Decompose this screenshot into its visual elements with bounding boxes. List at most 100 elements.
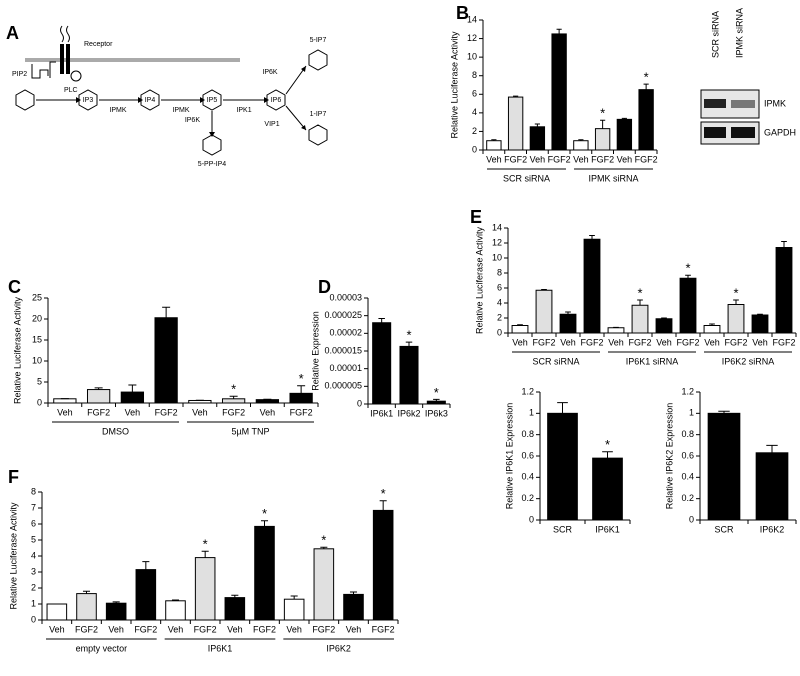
bar <box>486 140 502 151</box>
y-tick-label: 7 <box>31 502 36 512</box>
bar <box>188 399 212 404</box>
y-tick-label: 12 <box>467 33 477 43</box>
y-tick-label: 0 <box>497 327 502 337</box>
error-bar <box>766 444 778 453</box>
error-bar <box>491 139 497 141</box>
x-tick-label: FGF2 <box>134 624 157 634</box>
bar <box>343 593 364 621</box>
group-label: IP6K1 <box>208 643 233 653</box>
x-tick-label: FGF2 <box>222 407 245 417</box>
bar <box>707 412 741 521</box>
error-bar <box>557 402 568 414</box>
significance: * <box>262 506 267 521</box>
y-axis-label: Relative Luciferase Activity <box>449 31 459 139</box>
error-bar <box>781 241 787 248</box>
x-tick-label: FGF2 <box>628 337 651 347</box>
bar <box>255 399 280 404</box>
y-tick-label: 0.2 <box>681 493 694 503</box>
y-tick-label: 10 <box>467 52 477 62</box>
label: IP6K <box>185 117 201 124</box>
bar <box>755 452 789 521</box>
bar <box>224 597 246 621</box>
error-bar <box>517 324 523 326</box>
significance: * <box>299 371 304 386</box>
y-tick-label: 6 <box>497 282 502 292</box>
error-bar <box>433 398 440 402</box>
y-tick-label: 1 <box>689 408 694 418</box>
error-bar <box>201 550 209 558</box>
x-tick-label: Veh <box>617 154 633 164</box>
pip2-link <box>31 61 56 79</box>
x-tick-label: FGF2 <box>75 624 98 634</box>
error-bar <box>600 119 606 129</box>
label: 5-PP-IP4 <box>198 161 227 168</box>
error-bar <box>534 123 540 127</box>
panel-letter: C <box>8 277 21 297</box>
y-tick-label: 0.2 <box>521 493 534 503</box>
label: IPMK <box>109 107 126 114</box>
x-tick-label: Veh <box>108 624 124 634</box>
significance: * <box>231 382 236 397</box>
panel-letter: B <box>456 3 469 23</box>
error-bar <box>94 387 103 390</box>
group-label: 5µM TNP <box>231 426 269 436</box>
membrane <box>25 58 240 62</box>
label: 5-IP7 <box>310 37 327 44</box>
bar <box>551 33 567 151</box>
group-label: SCR siRNA <box>503 173 550 183</box>
x-tick-label: Veh <box>227 624 243 634</box>
error-bar <box>757 313 763 315</box>
bar <box>559 313 577 334</box>
y-tick-label: 0.000005 <box>324 381 362 391</box>
y-tick-label: 10 <box>32 355 42 365</box>
y-tick-label: 15 <box>32 334 42 344</box>
error-bar <box>602 451 613 459</box>
x-tick-label: Veh <box>260 407 276 417</box>
error-bar <box>643 83 649 90</box>
y-tick-label: 2 <box>31 582 36 592</box>
bar <box>573 140 589 151</box>
y-tick-label: 25 <box>32 292 42 302</box>
x-tick-label: FGF2 <box>155 407 178 417</box>
error-bar <box>142 561 150 570</box>
band <box>731 127 755 138</box>
y-tick-label: 8 <box>31 486 36 496</box>
x-tick-label: IP6k2 <box>397 408 420 418</box>
bar <box>535 289 553 334</box>
y-tick-label: 0 <box>31 614 36 624</box>
bar <box>120 391 145 404</box>
group-label: empty vector <box>76 643 128 653</box>
error-bar <box>565 311 571 315</box>
bar <box>283 598 305 621</box>
x-tick-label: FGF2 <box>312 624 335 634</box>
bar <box>592 457 623 521</box>
y-tick-label: 2 <box>497 312 502 322</box>
significance: * <box>733 285 738 300</box>
y-tick-label: 0.00002 <box>329 328 362 338</box>
y-tick-label: 0.8 <box>521 429 534 439</box>
x-tick-label: Veh <box>49 624 65 634</box>
panel-letter: F <box>8 467 19 487</box>
error-bar <box>128 384 137 393</box>
error-bar <box>621 117 627 120</box>
x-tick-label: Veh <box>608 337 624 347</box>
y-tick-label: 4 <box>31 550 36 560</box>
x-tick-label: Veh <box>286 624 302 634</box>
bar <box>511 325 529 334</box>
significance: * <box>644 70 649 85</box>
receptor <box>66 44 70 74</box>
y-tick-label: 0.000015 <box>324 345 362 355</box>
error-bar <box>297 385 306 394</box>
y-tick-label: 12 <box>492 237 502 247</box>
receptor <box>60 25 70 43</box>
significance: * <box>605 437 610 452</box>
x-tick-label: IP6k3 <box>425 408 448 418</box>
group-label: IP6K2 <box>326 643 351 653</box>
bar <box>727 304 745 334</box>
significance: * <box>434 385 439 400</box>
error-bar <box>320 546 328 549</box>
western-blot: SCR siRNA IPMK siRNA IPMK GAPDH <box>700 8 796 145</box>
significance: * <box>600 106 605 121</box>
bar <box>547 412 578 521</box>
y-axis-label: Relative Luciferase Activity <box>12 296 22 404</box>
